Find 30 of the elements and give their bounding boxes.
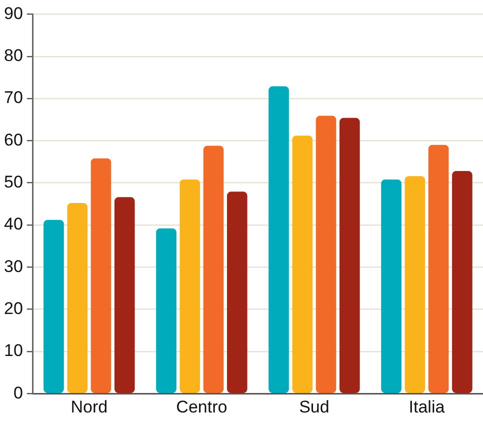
y-tick-label: 20 (4, 298, 23, 318)
y-tick-label: 60 (4, 130, 23, 150)
bar (340, 118, 360, 393)
bar (404, 176, 426, 393)
bar (90, 158, 112, 393)
y-tick-label: 50 (4, 172, 23, 192)
bar (292, 136, 313, 393)
bar (44, 220, 64, 393)
bar (114, 197, 135, 393)
bar (203, 146, 224, 393)
x-tick-label: Nord (70, 397, 108, 416)
y-tick-label: 90 (4, 4, 23, 23)
y-tick-label: 0 (13, 383, 23, 402)
bar (180, 179, 200, 393)
x-tick-label: Centro (176, 397, 228, 416)
x-tick-label: Italia (408, 397, 446, 416)
y-tick-label: 40 (4, 214, 23, 234)
bar (226, 192, 248, 393)
y-tick-label: 80 (4, 46, 23, 66)
bar (381, 179, 402, 393)
y-tick-label: 30 (4, 256, 23, 276)
bar (156, 228, 176, 393)
bar (428, 144, 449, 393)
bar (452, 171, 472, 393)
bar (316, 116, 336, 393)
bar (67, 203, 88, 393)
y-tick-label: 10 (4, 341, 23, 360)
bar (268, 86, 289, 393)
x-tick-label: Sud (299, 397, 330, 416)
y-tick-label: 70 (4, 88, 23, 108)
